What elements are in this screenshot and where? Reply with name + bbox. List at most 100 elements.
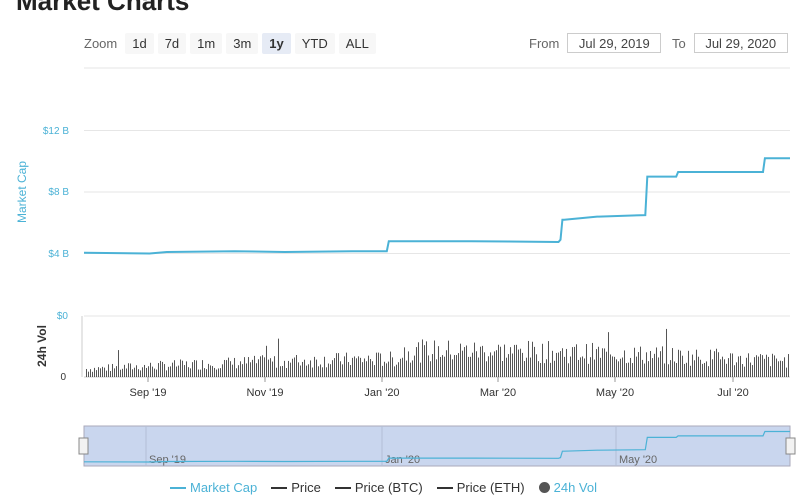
- legend-24h-vol[interactable]: 24h Vol: [538, 480, 597, 495]
- volume-bar: [712, 359, 713, 377]
- volume-bar: [344, 356, 345, 377]
- volume-bar: [162, 361, 163, 377]
- volume-bar: [440, 356, 441, 377]
- zoom-ytd-button[interactable]: YTD: [294, 33, 335, 54]
- volume-bar: [148, 366, 149, 377]
- volume-bar: [254, 355, 255, 377]
- navigator-range[interactable]: [83, 425, 791, 467]
- volume-bar: [604, 348, 605, 377]
- volume-bar: [468, 356, 469, 377]
- volume-bar: [154, 368, 155, 377]
- volume-bar: [690, 365, 691, 377]
- volume-bar: [704, 362, 705, 377]
- volume-bar: [730, 353, 731, 377]
- volume-bar: [752, 365, 753, 377]
- volume-bar: [536, 354, 537, 377]
- volume-bar: [514, 344, 515, 377]
- volume-bar: [264, 357, 265, 377]
- volume-bar: [218, 368, 219, 377]
- volume-bar: [786, 367, 787, 377]
- volume-bar: [238, 365, 239, 377]
- volume-bar: [564, 356, 565, 377]
- volume-bar: [394, 366, 395, 377]
- volume-bar: [512, 353, 513, 377]
- from-date-input[interactable]: [567, 33, 662, 53]
- x-tick-label: Jan '20: [364, 387, 399, 399]
- volume-bar: [272, 361, 273, 377]
- volume-bar: [632, 363, 633, 377]
- volume-bar: [540, 362, 541, 377]
- volume-bar: [142, 367, 143, 377]
- legend-label: Price: [291, 480, 321, 495]
- volume-bar: [390, 351, 391, 377]
- volume-bar: [522, 352, 523, 377]
- volume-bar: [438, 346, 439, 377]
- volume-bar: [424, 345, 425, 377]
- zoom-1m-button[interactable]: 1m: [190, 33, 223, 54]
- volume-bar: [260, 356, 261, 377]
- x-tick-label: May '20: [596, 387, 634, 399]
- volume-bar: [112, 363, 113, 377]
- volume-bar: [510, 347, 511, 377]
- volume-bar: [770, 366, 771, 377]
- volume-bar: [398, 362, 399, 377]
- volume-bar: [788, 354, 789, 377]
- volume-bar: [108, 364, 109, 377]
- volume-bar: [198, 369, 199, 377]
- zoom-bar: Zoom 1d 7d 1m 3m 1y YTD ALL: [84, 33, 376, 54]
- legend-price-eth[interactable]: Price (ETH): [436, 480, 525, 495]
- x-tick-label: Mar '20: [480, 387, 516, 399]
- volume-bar: [718, 352, 719, 377]
- volume-bar: [466, 345, 467, 377]
- legend-market-cap[interactable]: Market Cap: [170, 480, 257, 495]
- volume-axis-label: 24h Vol: [35, 325, 49, 367]
- y-tick-label-12b: $12 B: [43, 126, 69, 137]
- volume-bar: [322, 367, 323, 377]
- volume-bar: [650, 350, 651, 377]
- volume-bar: [456, 355, 457, 377]
- volume-bar: [152, 366, 153, 377]
- volume-bar: [734, 365, 735, 377]
- volume-bar: [280, 366, 281, 377]
- volume-bar: [774, 355, 775, 377]
- zoom-all-button[interactable]: ALL: [338, 33, 376, 54]
- navigator-right-handle[interactable]: [785, 437, 796, 455]
- volume-bar: [596, 349, 597, 377]
- volume-bar: [350, 365, 351, 377]
- volume-bar: [146, 367, 147, 377]
- volume-bar: [288, 360, 289, 377]
- volume-bar: [450, 354, 451, 377]
- volume-bar: [756, 355, 757, 377]
- volume-bar: [554, 360, 555, 377]
- zoom-1d-button[interactable]: 1d: [125, 33, 154, 54]
- volume-bar: [422, 339, 423, 377]
- zoom-7d-button[interactable]: 7d: [157, 33, 187, 54]
- legend-price[interactable]: Price: [271, 480, 321, 495]
- legend-label: Price (ETH): [456, 480, 525, 495]
- volume-bar: [664, 363, 665, 377]
- to-date-input[interactable]: [693, 33, 788, 53]
- volume-bar: [158, 363, 159, 377]
- volume-bar: [720, 359, 721, 377]
- volume-bar: [348, 362, 349, 377]
- volume-bar: [744, 366, 745, 377]
- volume-bar: [686, 362, 687, 377]
- volume-bar: [552, 350, 553, 377]
- volume-bar: [346, 352, 347, 377]
- volume-bar: [560, 351, 561, 377]
- legend-price-btc[interactable]: Price (BTC): [334, 480, 423, 495]
- zoom-1y-button[interactable]: 1y: [262, 33, 291, 54]
- volume-bar: [310, 360, 311, 377]
- zoom-3m-button[interactable]: 3m: [226, 33, 259, 54]
- volume-bar: [100, 368, 101, 377]
- volume-bar: [628, 362, 629, 377]
- volume-bar: [236, 368, 237, 377]
- volume-bar: [578, 359, 579, 377]
- volume-bar: [654, 353, 655, 377]
- navigator-left-handle[interactable]: [78, 437, 89, 455]
- range-from: From: [529, 33, 662, 53]
- volume-bar: [736, 362, 737, 377]
- volume-bar: [118, 350, 119, 377]
- volume-bar: [274, 356, 275, 377]
